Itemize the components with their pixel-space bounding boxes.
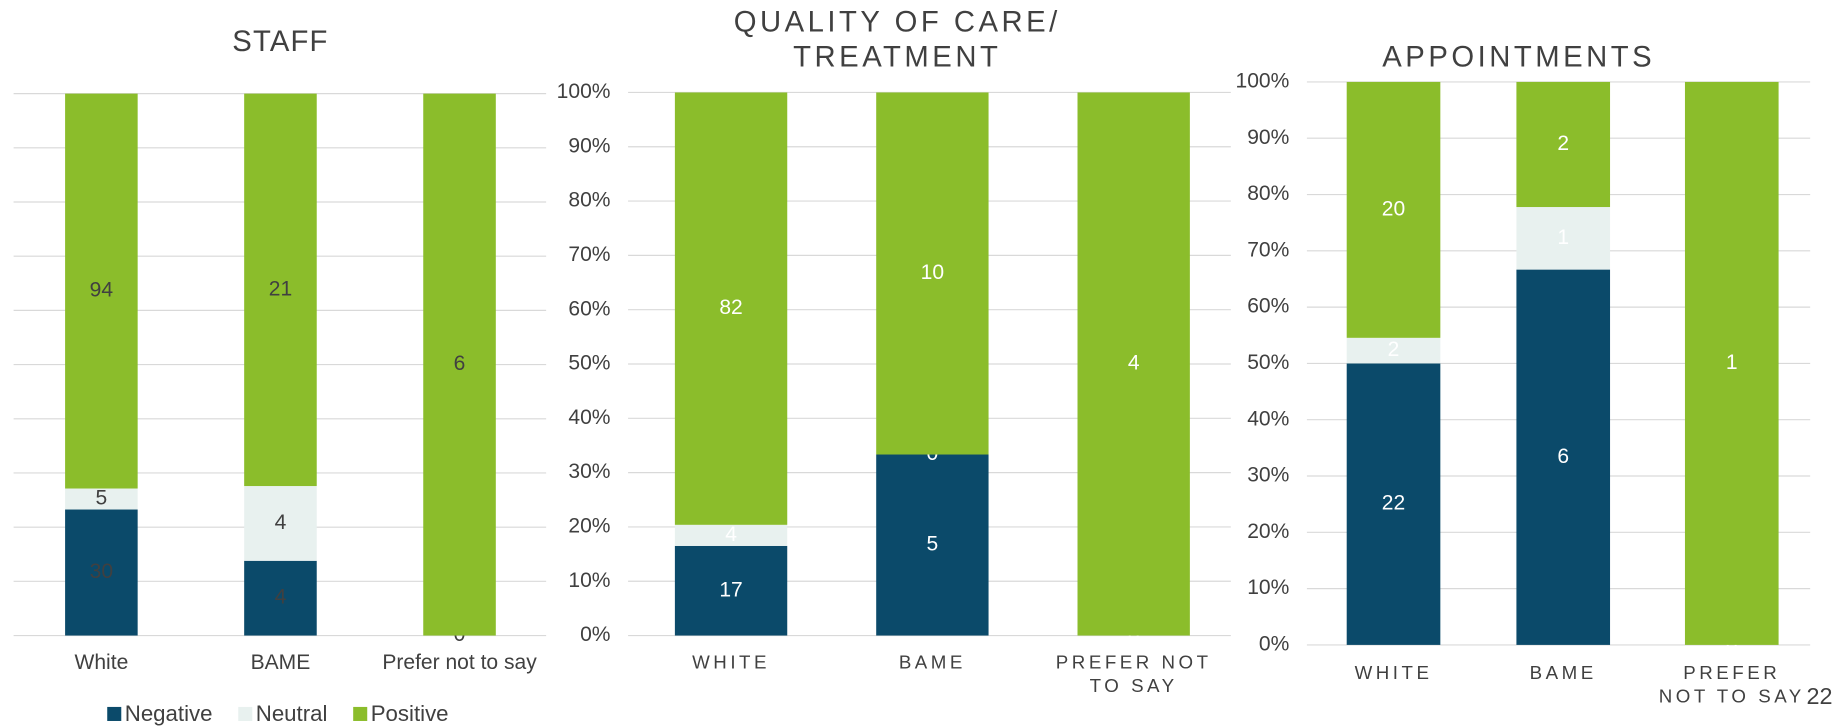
chart-title: APPOINTMENTS (1382, 41, 1655, 73)
y-tick-label: 0% (1259, 632, 1289, 655)
chart-title: STAFF (232, 26, 328, 58)
x-tick-label: BAME (899, 652, 966, 673)
y-tick-label: 10% (568, 569, 610, 592)
page-number: 22 (1807, 683, 1833, 709)
y-tick-label: 90% (1247, 126, 1289, 149)
legend-label: Neutral (256, 701, 328, 726)
bar-segment (1516, 269, 1611, 645)
y-tick-label: 20% (1247, 520, 1289, 543)
data-label: 4 (1128, 352, 1140, 375)
data-label: 94 (90, 279, 114, 302)
y-tick-label: 50% (1247, 351, 1289, 374)
legend-swatch (238, 706, 253, 721)
y-tick-label: 100% (1236, 69, 1290, 92)
y-tick-label: 40% (1247, 407, 1289, 430)
legend-label: Positive (371, 701, 449, 726)
y-tick-label: 50% (568, 352, 610, 375)
data-label: 20 (1382, 197, 1405, 220)
bar-segment (1516, 207, 1611, 270)
x-tick-label: PREFER NOT TO SAY (1056, 652, 1212, 696)
x-tick-label: PREFER NOT TO SAY (1659, 662, 1805, 706)
x-tick-label: WHITE (692, 652, 770, 673)
x-tick-label: White (74, 651, 128, 674)
data-label: 2 (1388, 338, 1400, 361)
bar-segment (244, 560, 317, 636)
y-tick-label: 70% (1247, 238, 1289, 261)
y-tick-label: 30% (568, 460, 610, 483)
bar-segment (1684, 81, 1779, 645)
data-label: 21 (269, 277, 292, 300)
y-tick-label: 100% (557, 80, 611, 103)
bar-segment (674, 545, 788, 636)
x-tick-label: BAME (251, 651, 311, 674)
y-tick-label: 70% (568, 243, 610, 266)
data-label: 82 (719, 296, 742, 319)
x-tick-label: WHITE (1355, 662, 1433, 683)
y-tick-label: 80% (1247, 182, 1289, 205)
y-tick-label: 60% (1247, 295, 1289, 318)
data-label: 17 (719, 578, 742, 601)
bar-segment (65, 488, 138, 510)
data-label: 22 (1382, 492, 1405, 515)
bar-segment (65, 509, 138, 636)
data-label: 5 (927, 533, 939, 556)
data-label: 1 (1726, 351, 1738, 374)
data-label: 4 (275, 586, 287, 609)
data-label: 10 (921, 261, 944, 284)
legend-label: Negative (125, 701, 213, 726)
bar-segment (674, 92, 788, 525)
bar-segment (244, 93, 317, 487)
data-label: 1 (1557, 226, 1569, 249)
y-tick-label: 20% (568, 514, 610, 537)
data-label: 4 (275, 511, 287, 534)
y-tick-label: 60% (568, 297, 610, 320)
bar-segment (1516, 81, 1611, 208)
bar-segment (1346, 337, 1441, 364)
bar-segment (876, 92, 989, 455)
bar-segment (876, 454, 989, 636)
bar-segment (674, 524, 788, 546)
legend-swatch (353, 706, 368, 721)
bar-segment (1346, 363, 1441, 645)
bar-segment (1346, 81, 1441, 338)
x-tick-label: Prefer not to say (382, 651, 537, 674)
bar-segment (423, 93, 496, 636)
data-label: 4 (725, 523, 737, 546)
data-label: 2 (1557, 132, 1569, 155)
y-tick-label: 80% (568, 189, 610, 212)
legend-swatch (107, 706, 122, 721)
data-label: 6 (454, 352, 466, 375)
data-label: 6 (1557, 445, 1569, 468)
bar-segment (65, 93, 138, 489)
y-tick-label: 40% (568, 406, 610, 429)
y-tick-label: 30% (1247, 464, 1289, 487)
bar-segment (1077, 92, 1190, 636)
data-label: 5 (96, 487, 108, 510)
y-tick-label: 0% (580, 623, 610, 646)
data-label: 30 (90, 560, 113, 583)
y-tick-label: 10% (1247, 576, 1289, 599)
y-tick-label: 90% (568, 134, 610, 157)
x-tick-label: BAME (1530, 662, 1597, 683)
chart-title: QUALITY OF CARE/TREATMENT (734, 6, 1061, 73)
bar-segment (244, 486, 317, 561)
